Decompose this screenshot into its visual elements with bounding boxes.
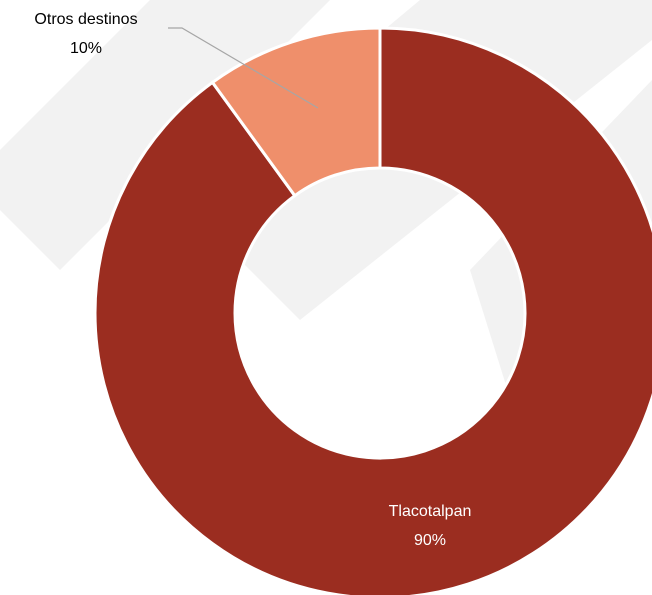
slices-group	[93, 26, 652, 595]
value-label-tlacotalpan: 90%	[414, 532, 446, 549]
labels-group: Tlacotalpan 90% Otros destinos 10%	[34, 11, 471, 549]
slice-label-otros-destinos: Otros destinos	[34, 11, 137, 28]
slice-tlacotalpan	[93, 26, 652, 595]
leader-line-otros-destinos	[168, 27, 319, 109]
slice-label-tlacotalpan: Tlacotalpan	[389, 503, 472, 520]
value-label-otros-destinos: 10%	[70, 40, 102, 57]
